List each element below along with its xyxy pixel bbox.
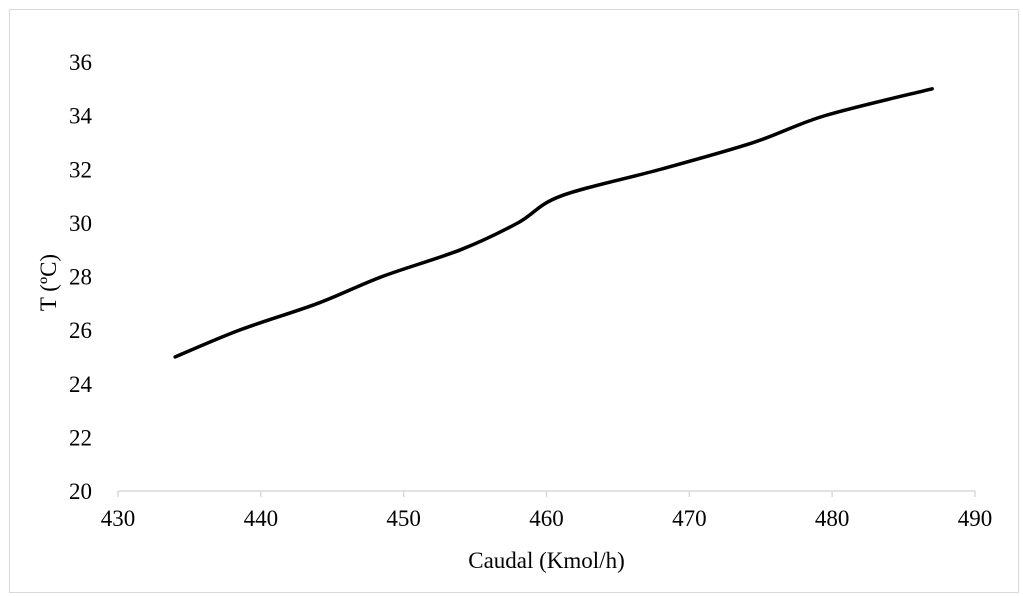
y-tick-label: 36 <box>69 50 92 75</box>
y-tick-label: 26 <box>69 318 92 343</box>
y-axis-title: T (ºC) <box>36 254 61 311</box>
chart-area: 20 22 24 26 28 30 32 34 36 430 440 450 460 470 480 490… <box>9 9 1019 593</box>
series-line <box>173 87 934 359</box>
y-axis-ticks: 20 22 24 26 28 30 32 34 36 <box>69 50 93 504</box>
x-tick-label: 430 <box>101 506 136 531</box>
x-tick-label: 480 <box>815 506 850 531</box>
y-tick-label: 34 <box>69 104 93 129</box>
x-axis-ticks: 430 440 450 460 470 480 490 <box>101 491 993 531</box>
y-tick-label: 32 <box>69 157 92 182</box>
y-tick-label: 20 <box>69 479 92 504</box>
y-tick-label: 30 <box>69 211 92 236</box>
x-tick-label: 470 <box>672 506 707 531</box>
y-tick-label: 22 <box>69 425 92 450</box>
y-tick-label: 28 <box>69 265 92 290</box>
x-tick-label: 440 <box>244 506 279 531</box>
x-tick-label: 450 <box>386 506 421 531</box>
y-tick-label: 24 <box>69 372 93 397</box>
x-axis-title: Caudal (Kmol/h) <box>468 548 625 573</box>
x-tick-label: 460 <box>529 506 564 531</box>
x-tick-label: 490 <box>958 506 993 531</box>
series-layer <box>173 87 934 359</box>
line-chart: 20 22 24 26 28 30 32 34 36 430 440 450 460 470 480 490… <box>36 50 993 573</box>
